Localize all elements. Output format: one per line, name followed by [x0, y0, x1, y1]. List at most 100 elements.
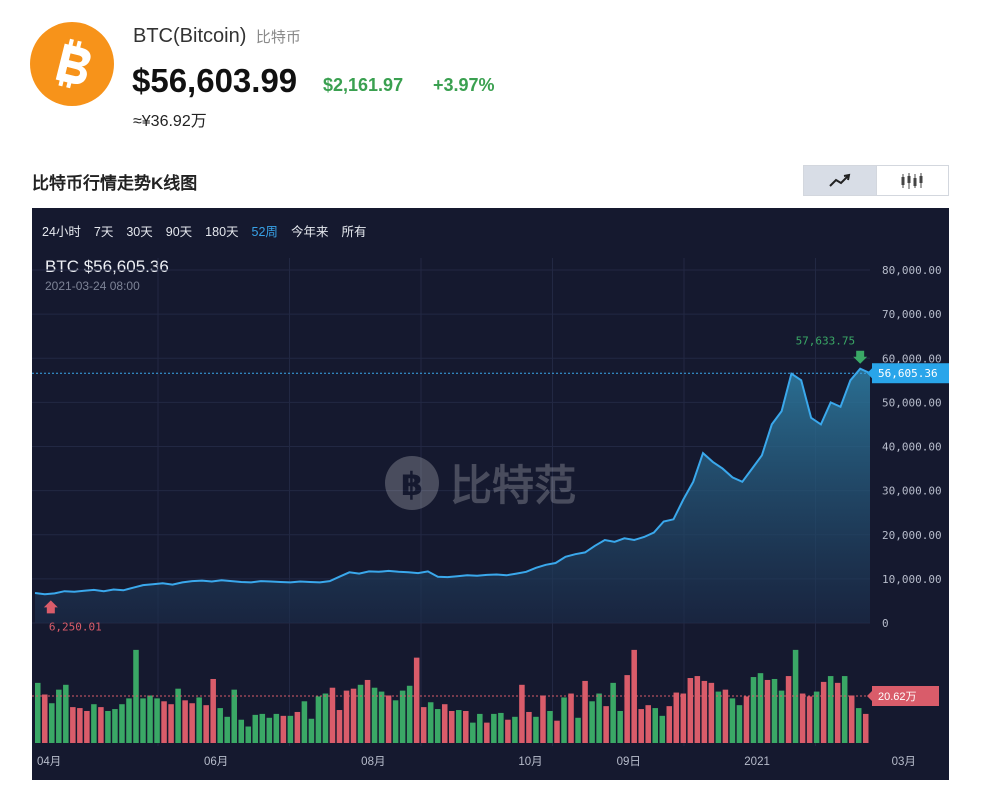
- volume-bar: [687, 678, 694, 743]
- price-chart-svg: ฿ 比特范 57,633.75 6,250.01 80,000.00 70,000.00 6…: [32, 258, 949, 768]
- price-change-absolute: $2,161.97: [323, 75, 404, 95]
- volume-bar: [470, 722, 476, 743]
- volume-bar: [441, 704, 448, 743]
- volume-bar: [673, 692, 680, 743]
- current-price-tag-text: 56,605.36: [878, 367, 938, 380]
- candlestick-icon: [901, 172, 923, 189]
- volume-bar: [575, 717, 581, 743]
- y-tick-label: 80,000.00: [882, 264, 942, 277]
- volume-bar: [631, 649, 637, 743]
- volume-bar: [827, 676, 834, 743]
- range-option[interactable]: 90天: [165, 225, 193, 239]
- coin-title: BTC(Bitcoin) 比特币: [133, 25, 301, 48]
- y-tick-label: 0: [882, 617, 889, 630]
- volume-tag-text: 20.62万: [878, 691, 917, 703]
- volume-bar: [287, 715, 294, 743]
- price-area: [35, 368, 870, 623]
- volume-bar: [63, 684, 69, 743]
- x-tick-label: 2021: [744, 756, 770, 768]
- price-cny: ≈¥36.92万: [133, 113, 207, 130]
- volume-bar: [427, 702, 434, 743]
- range-option[interactable]: 52周: [251, 225, 278, 239]
- volume-bar: [378, 691, 385, 743]
- volume-bar: [715, 691, 722, 743]
- volume-bar: [792, 649, 799, 743]
- volume-bar: [259, 713, 266, 743]
- y-tick-label: 10,000.00: [882, 573, 942, 586]
- volume-bar: [217, 708, 223, 743]
- candlestick-button[interactable]: [875, 166, 949, 195]
- volume-bar: [392, 700, 399, 743]
- volume-bar: [554, 720, 560, 743]
- volume-bar: [189, 703, 195, 743]
- range-option[interactable]: 7天: [93, 225, 114, 239]
- volume-bar: [448, 710, 455, 743]
- volume-bar: [133, 649, 139, 743]
- volume-bar: [371, 687, 378, 743]
- volume-bar: [764, 679, 771, 743]
- volume-bar: [280, 715, 287, 743]
- volume-bar: [350, 688, 357, 743]
- y-tick-label: 30,000.00: [882, 485, 942, 498]
- volume-bar: [245, 726, 252, 743]
- volume-bar: [610, 682, 616, 743]
- price-change-percent: +3.97%: [433, 75, 495, 95]
- watermark-logo-glyph: ฿: [401, 465, 423, 503]
- volume-bar: [231, 689, 237, 743]
- volume-bar: [596, 693, 602, 743]
- volume-bar: [406, 685, 413, 743]
- line-chart-button[interactable]: [804, 166, 876, 195]
- range-option[interactable]: 今年来: [290, 225, 329, 239]
- volume-bar: [413, 657, 420, 743]
- volume-bar: [168, 704, 174, 743]
- volume-bar: [98, 707, 104, 743]
- volume-bar: [35, 682, 41, 743]
- volume-bar: [140, 698, 146, 743]
- volume-bar: [77, 708, 83, 743]
- range-option[interactable]: 30天: [126, 225, 153, 239]
- volume-bar: [666, 706, 673, 743]
- volume-bar: [463, 710, 469, 743]
- coin-name-cn: 比特币: [255, 29, 301, 46]
- volume-bar: [561, 697, 567, 743]
- volume-bar: [757, 673, 764, 743]
- volume-bar: [750, 677, 757, 743]
- volume-bar: [834, 682, 841, 743]
- volume-bar: [638, 709, 644, 743]
- volume-bar: [694, 676, 701, 743]
- volume-tag-pointer: [867, 691, 872, 701]
- volume-bar: [652, 708, 658, 743]
- volume-bar: [533, 716, 539, 743]
- volume-bar: [434, 709, 441, 743]
- volume-bar: [56, 689, 62, 743]
- volume-bar: [701, 680, 708, 743]
- volume-bar: [862, 713, 869, 743]
- volume-bar: [568, 693, 574, 743]
- volume-bar: [420, 707, 427, 743]
- price-chart-panel[interactable]: 24小时 7天 30天 90天 180天 52周 今年来 所有 BTC $56,605.36 …: [32, 208, 949, 780]
- volume-bar: [848, 695, 855, 743]
- range-option[interactable]: 180天: [205, 225, 239, 239]
- volume-tag: [872, 686, 939, 706]
- volume-bar: [771, 678, 778, 743]
- volume-bar: [491, 713, 497, 743]
- volume-bar: [105, 710, 111, 743]
- time-range-selector: 24小时 7天 30天 90天 180天 52周 今年来 所有: [42, 221, 379, 240]
- range-option[interactable]: 24小时: [42, 225, 81, 239]
- coin-price: $56,603.99: [132, 62, 298, 99]
- x-tick-label: 09日: [617, 756, 641, 768]
- current-price-tag: [872, 363, 949, 384]
- y-tick-label: 40,000.00: [882, 441, 942, 454]
- range-option[interactable]: 所有: [341, 225, 367, 239]
- volume-bar: [708, 682, 715, 743]
- chart-readout-time: 2021-03-24 08:00: [45, 279, 140, 293]
- high-value-label: 57,633.75: [796, 335, 856, 348]
- y-tick-label: 50,000.00: [882, 396, 942, 409]
- y-tick-label: 20,000.00: [882, 529, 942, 542]
- y-tick-label: 70,000.00: [882, 308, 942, 321]
- bitcoin-logo: [30, 22, 114, 106]
- volume-bar: [154, 698, 160, 743]
- volume-bar: [659, 715, 666, 743]
- volume-bar: [456, 710, 462, 743]
